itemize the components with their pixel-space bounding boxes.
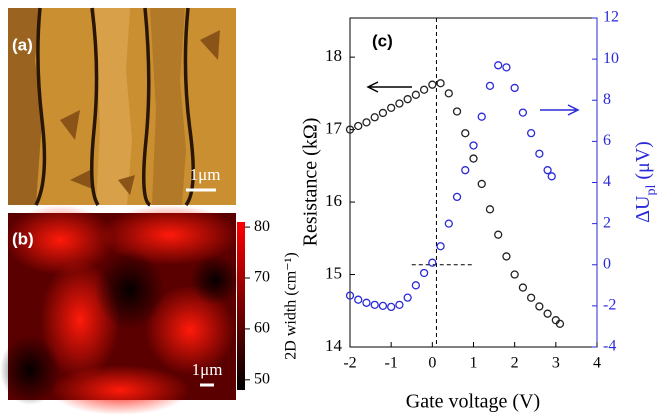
point xyxy=(526,128,536,138)
point xyxy=(428,258,437,267)
point xyxy=(461,166,470,175)
point xyxy=(452,192,462,202)
point xyxy=(362,298,371,307)
point xyxy=(485,81,495,91)
point xyxy=(403,293,412,302)
point xyxy=(555,319,565,328)
colorbar-tick-label: 50 xyxy=(254,370,270,387)
point xyxy=(436,79,445,88)
point xyxy=(419,85,429,94)
point xyxy=(510,270,519,279)
arrows xyxy=(366,81,580,116)
point xyxy=(477,179,486,189)
point xyxy=(444,89,453,98)
y2-tick-label: 2 xyxy=(603,214,611,231)
point xyxy=(370,113,379,122)
y2-tick-label: 12 xyxy=(603,9,619,26)
y-tick-label: 18 xyxy=(325,46,342,65)
x-tick-label: 3 xyxy=(552,355,560,372)
scale-bar-label: 1μm xyxy=(192,360,223,379)
y2-tick-label: -2 xyxy=(603,297,616,314)
y-tick-label: 17 xyxy=(325,119,343,138)
point xyxy=(461,129,470,138)
point xyxy=(395,99,404,108)
colorbar-label: 2D width (cm⁻¹) xyxy=(283,252,300,359)
colorbar-tick-label: 80 xyxy=(254,218,270,235)
point xyxy=(518,283,528,292)
point xyxy=(452,107,462,116)
point xyxy=(345,125,355,134)
point xyxy=(395,300,404,309)
point xyxy=(411,281,421,290)
scale-bar-label: 1μm xyxy=(190,165,221,184)
x-tick-label: 0 xyxy=(428,355,436,372)
colorbar xyxy=(237,222,245,390)
y2-tick-label: 0 xyxy=(603,255,611,272)
y2-axis-label: ΔUpl(μV) xyxy=(632,141,657,223)
plot-frame xyxy=(349,17,598,348)
point xyxy=(477,112,486,121)
afm-image xyxy=(8,7,236,207)
x-tick-label: 2 xyxy=(511,355,519,372)
y-tick-label: 14 xyxy=(325,336,343,355)
point xyxy=(543,309,552,318)
y2-tick-label: 10 xyxy=(603,50,619,67)
x-tick-label: -2 xyxy=(343,355,356,372)
colorbar-tick-label: 60 xyxy=(254,320,270,337)
y2-tick-label: 6 xyxy=(603,132,611,149)
point xyxy=(535,302,544,311)
point xyxy=(411,90,421,99)
point xyxy=(502,63,511,72)
point xyxy=(354,295,363,304)
point xyxy=(502,252,511,261)
panel-label: (c) xyxy=(372,31,393,50)
point xyxy=(510,83,519,93)
panel-label: (b) xyxy=(12,229,34,248)
point xyxy=(518,108,528,117)
point xyxy=(494,61,503,70)
point xyxy=(444,219,453,228)
point xyxy=(494,230,503,239)
point xyxy=(485,205,495,214)
point xyxy=(345,291,355,300)
point xyxy=(469,141,478,150)
y-tick-label: 16 xyxy=(325,191,342,210)
x-tick-label: 1 xyxy=(470,355,478,372)
x-tick-label: 4 xyxy=(593,355,601,372)
y-tick-label: 15 xyxy=(325,263,342,282)
point xyxy=(362,118,371,127)
panel-label: (a) xyxy=(12,35,33,54)
y2-tick-label: 8 xyxy=(603,91,611,108)
raman-map xyxy=(0,205,240,415)
point xyxy=(535,149,544,158)
point xyxy=(419,268,429,278)
point xyxy=(543,166,552,175)
y-axis-label: Resistance (kΩ) xyxy=(300,118,322,247)
point xyxy=(387,103,396,113)
point xyxy=(378,108,388,118)
point xyxy=(378,301,388,311)
point xyxy=(387,302,396,312)
colorbar-tick-label: 70 xyxy=(254,269,270,286)
point xyxy=(526,293,536,302)
point xyxy=(403,95,412,104)
point xyxy=(547,172,556,181)
x-axis-label: Gate voltage (V) xyxy=(406,391,540,413)
point xyxy=(354,121,363,131)
point xyxy=(370,300,379,309)
y2-tick-label: -4 xyxy=(603,338,616,355)
x-tick-label: -1 xyxy=(385,355,398,372)
point xyxy=(428,80,437,89)
point xyxy=(469,154,478,163)
point xyxy=(436,242,445,251)
y2-tick-label: 4 xyxy=(603,173,611,190)
